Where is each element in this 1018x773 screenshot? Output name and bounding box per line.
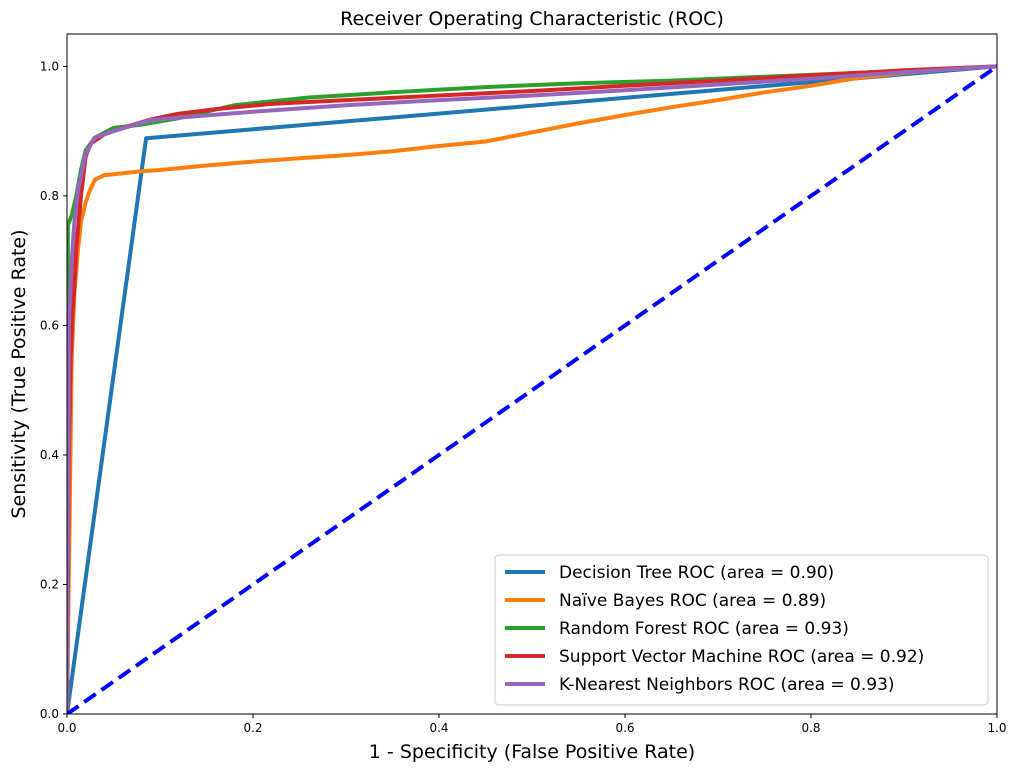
legend-entry-label: K-Nearest Neighbors ROC (area = 0.93) [559,675,895,695]
x-tick-label: 0.0 [57,721,76,735]
x-tick-label: 0.6 [615,721,634,735]
x-tick-label: 1.0 [987,721,1006,735]
series-group [67,64,997,714]
y-tick-label: 0.0 [40,707,59,721]
series-line-1 [67,64,997,714]
legend-entry-label: Random Forest ROC (area = 0.93) [559,619,849,639]
y-tick-label: 0.2 [40,577,59,591]
x-tick-label: 0.4 [429,721,448,735]
series-line-0 [67,64,997,714]
y-tick-label: 0.8 [40,189,59,203]
y-tick-label: 1.0 [40,59,59,73]
x-tick-label: 0.8 [801,721,820,735]
legend-box [494,554,989,706]
x-axis-label: 1 - Specificity (False Positive Rate) [369,741,695,763]
plot-area: 0.0 0.2 0.4 0.6 0.8 1.0 0.0 0.2 0.4 0.6 0.8 1.0 Deci… [40,33,1007,735]
legend-entry-label: Decision Tree ROC (area = 0.90) [559,563,834,583]
x-tick-label: 0.2 [243,721,262,735]
y-tick-label: 0.4 [40,448,59,462]
legend-entry-label: Support Vector Machine ROC (area = 0.92) [559,647,924,667]
chart-title: Receiver Operating Characteristic (ROC) [340,8,724,30]
legend-entry-label: Naïve Bayes ROC (area = 0.89) [559,591,826,611]
plot-frame [66,33,998,715]
series-line-4 [67,64,997,714]
y-axis-label: Sensitivity (True Positive Rate) [8,229,30,518]
y-tick-label: 0.6 [40,318,59,332]
legend: Decision Tree ROC (area = 0.90) Naïve Bay… [494,554,989,706]
